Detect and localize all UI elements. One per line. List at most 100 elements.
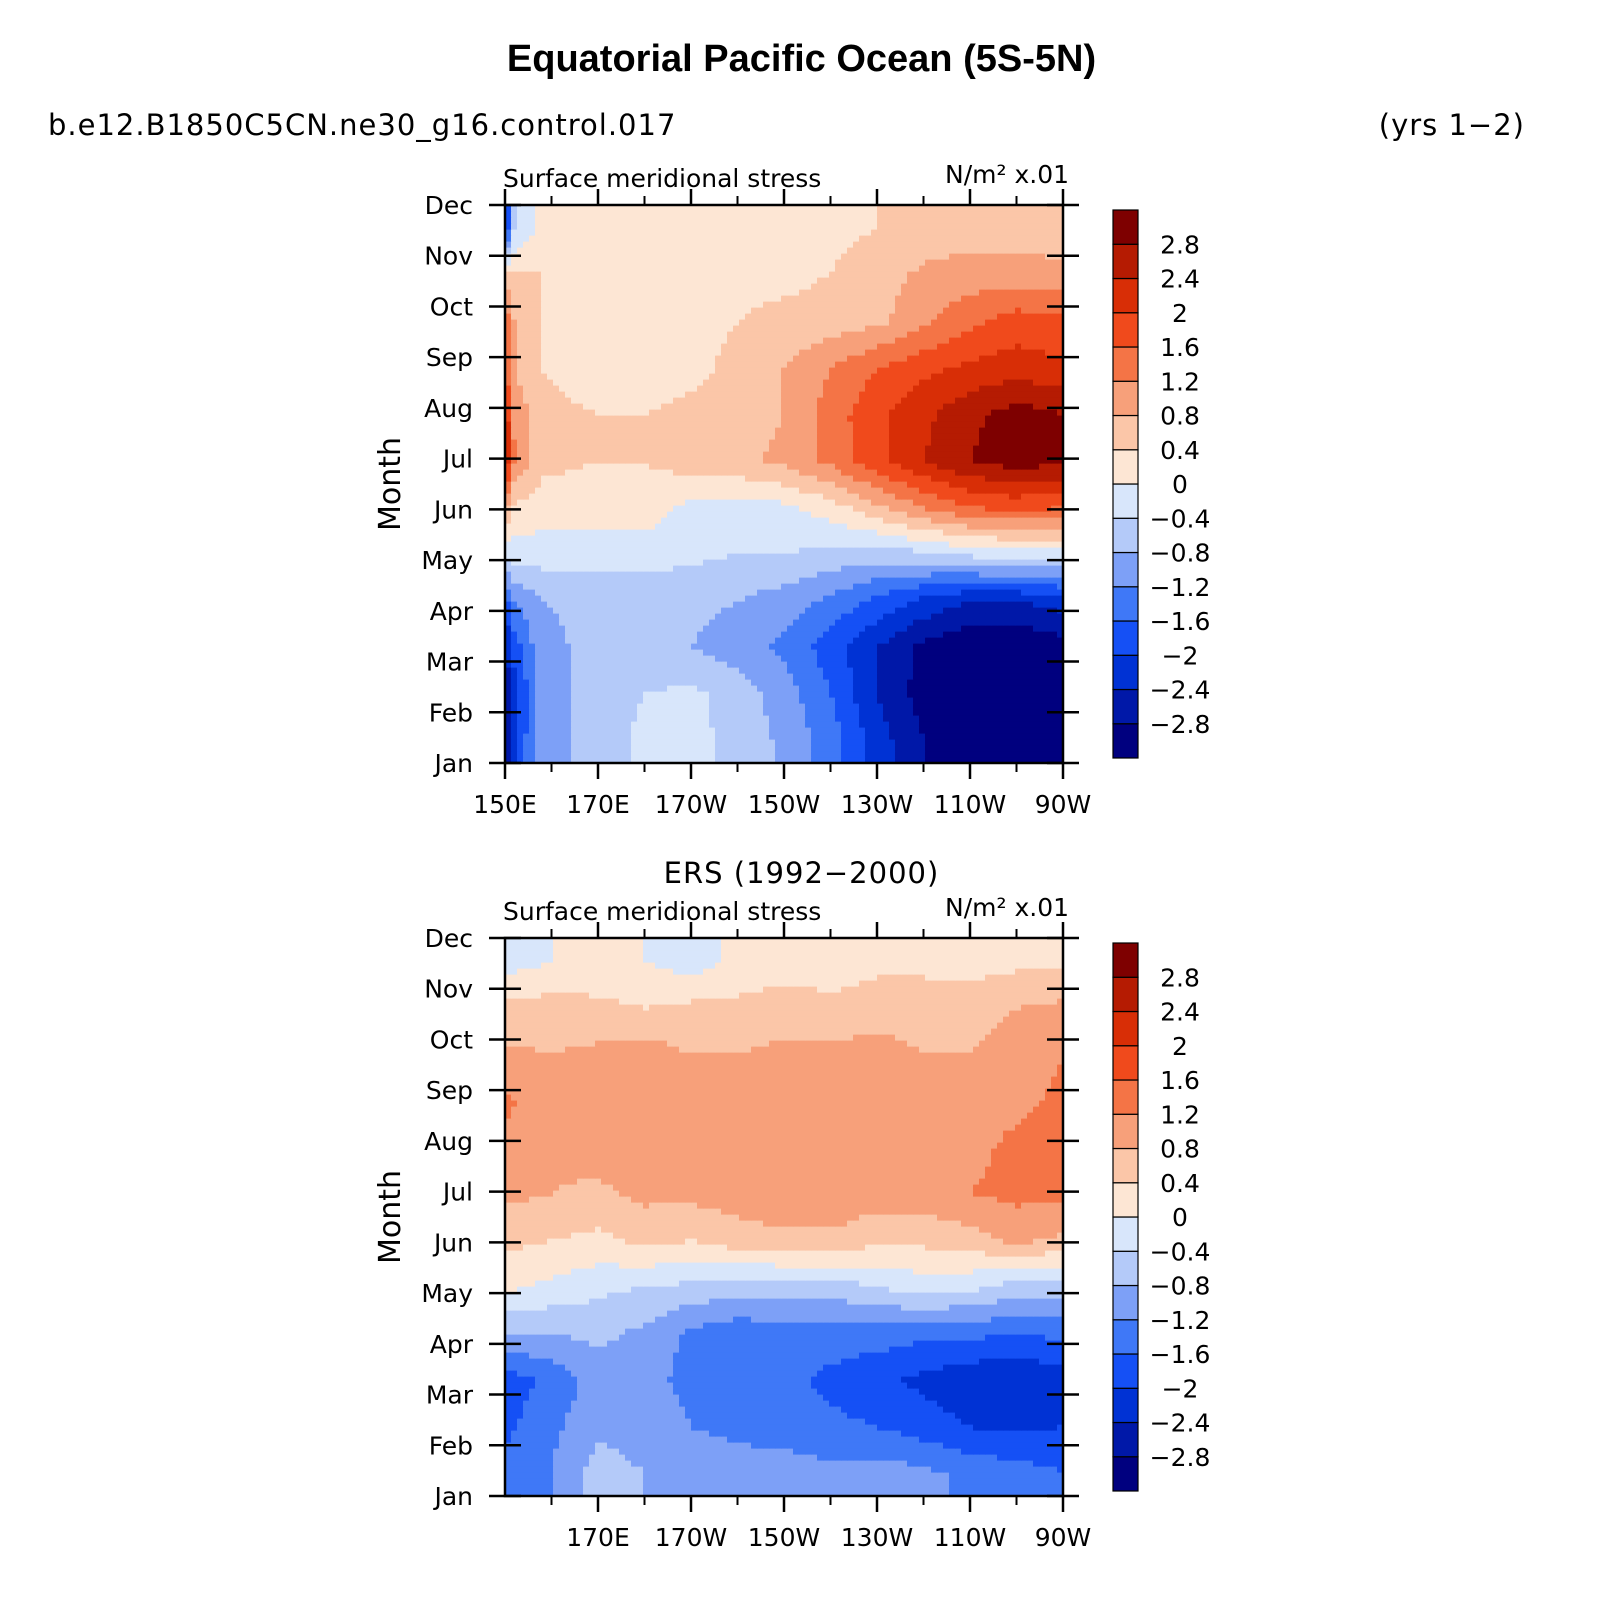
heatmap-cell xyxy=(691,577,698,584)
heatmap-cell xyxy=(961,691,968,698)
heatmap-cell xyxy=(943,655,950,662)
heatmap-cell xyxy=(721,673,728,680)
heatmap-cell xyxy=(553,709,560,716)
heatmap-cell xyxy=(559,739,566,746)
heatmap-cell xyxy=(643,493,650,500)
heatmap-cell xyxy=(649,703,656,710)
heatmap-cell xyxy=(901,715,908,722)
heatmap-cell xyxy=(625,649,632,656)
heatmap-cell xyxy=(919,745,926,752)
heatmap-cell xyxy=(577,721,584,728)
heatmap-cell xyxy=(1033,679,1040,686)
heatmap-cell xyxy=(979,547,986,554)
heatmap-cell xyxy=(955,571,962,578)
heatmap-cell xyxy=(655,535,662,542)
heatmap-cell xyxy=(697,625,704,632)
heatmap-cell xyxy=(577,643,584,650)
heatmap-cell xyxy=(559,751,566,758)
heatmap-cell xyxy=(949,535,956,542)
heatmap-cell xyxy=(913,613,920,620)
heatmap-cell xyxy=(739,595,746,602)
heatmap-cell xyxy=(823,715,830,722)
heatmap-cell xyxy=(751,727,758,734)
heatmap-cell xyxy=(907,661,914,668)
heatmap-cell xyxy=(661,751,668,758)
heatmap-cell xyxy=(985,673,992,680)
heatmap-cell xyxy=(667,475,674,482)
heatmap-cell xyxy=(1015,673,1022,680)
heatmap-cell xyxy=(547,619,554,626)
heatmap-cell xyxy=(661,745,668,752)
heatmap-cell xyxy=(703,475,710,482)
heatmap-cell xyxy=(865,649,872,656)
heatmap-cell xyxy=(1021,451,1028,458)
heatmap-cell xyxy=(769,475,776,482)
heatmap-cell xyxy=(679,685,686,692)
heatmap-cell xyxy=(781,661,788,668)
heatmap-cell xyxy=(877,457,884,464)
heatmap-cell xyxy=(619,595,626,602)
heatmap-cell xyxy=(703,643,710,650)
heatmap-cell xyxy=(739,541,746,548)
heatmap-cell xyxy=(751,487,758,494)
heatmap-cell xyxy=(517,571,524,578)
heatmap-cell xyxy=(1015,577,1022,584)
heatmap-cell xyxy=(691,667,698,674)
heatmap-cell xyxy=(919,601,926,608)
heatmap-cell xyxy=(793,577,800,584)
heatmap-cell xyxy=(667,553,674,560)
heatmap-cell xyxy=(655,661,662,668)
heatmap-cell xyxy=(889,703,896,710)
heatmap-cell xyxy=(529,721,536,728)
heatmap-cell xyxy=(877,535,884,542)
heatmap-cell xyxy=(547,487,554,494)
heatmap-cell xyxy=(973,475,980,482)
heatmap-cell xyxy=(601,439,608,446)
heatmap-cell xyxy=(817,475,824,482)
heatmap-cell xyxy=(775,481,782,488)
heatmap-cell xyxy=(757,679,764,686)
heatmap-cell xyxy=(925,553,932,560)
heatmap-cell xyxy=(985,715,992,722)
heatmap-cell xyxy=(667,613,674,620)
heatmap-cell xyxy=(559,631,566,638)
heatmap-cell xyxy=(565,523,572,530)
heatmap-cell xyxy=(595,499,602,506)
heatmap-cell xyxy=(1057,733,1064,740)
heatmap-cell xyxy=(739,721,746,728)
heatmap-cell xyxy=(613,589,620,596)
heatmap-cell xyxy=(643,757,650,764)
heatmap-cell xyxy=(541,625,548,632)
heatmap-cell xyxy=(679,679,686,686)
heatmap-cell xyxy=(907,757,914,764)
heatmap-cell xyxy=(667,523,674,530)
heatmap-cell xyxy=(541,619,548,626)
heatmap-cell xyxy=(775,469,782,476)
heatmap-cell xyxy=(1015,505,1022,512)
heatmap-cell xyxy=(571,673,578,680)
heatmap-cell xyxy=(607,505,614,512)
heatmap-cell xyxy=(1045,469,1052,476)
heatmap-cell xyxy=(685,679,692,686)
heatmap-cell xyxy=(685,757,692,764)
heatmap-cell xyxy=(607,703,614,710)
heatmap-cell xyxy=(1039,487,1046,494)
heatmap-cell xyxy=(1045,481,1052,488)
heatmap-cell xyxy=(967,691,974,698)
heatmap-cell xyxy=(865,697,872,704)
heatmap-cell xyxy=(913,589,920,596)
heatmap-cell xyxy=(805,613,812,620)
heatmap-cell xyxy=(571,601,578,608)
heatmap-cell xyxy=(907,535,914,542)
heatmap-cell xyxy=(1039,685,1046,692)
heatmap-cell xyxy=(889,685,896,692)
heatmap-cell xyxy=(685,571,692,578)
heatmap-cell xyxy=(829,751,836,758)
heatmap-cell xyxy=(541,535,548,542)
heatmap-cell xyxy=(583,619,590,626)
heatmap-cell xyxy=(565,739,572,746)
heatmap-cell xyxy=(523,487,530,494)
heatmap-cell xyxy=(1003,613,1010,620)
heatmap-cell xyxy=(541,613,548,620)
heatmap-cell xyxy=(685,517,692,524)
